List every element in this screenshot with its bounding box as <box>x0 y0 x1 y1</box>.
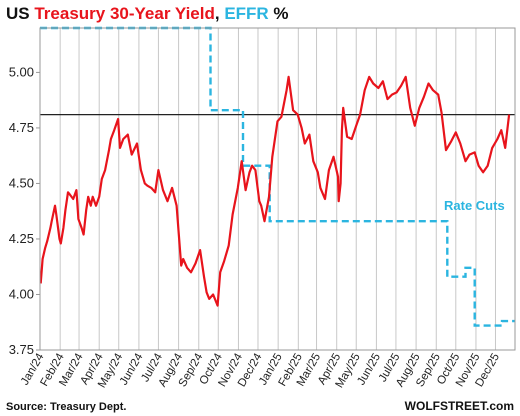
y-tick-label: 4.50 <box>9 175 34 190</box>
y-axis-ticks: 3.75 4.00 4.25 4.50 4.75 5.00 <box>9 64 40 357</box>
treasury-layer <box>39 75 511 307</box>
y-tick-label: 3.75 <box>9 342 34 357</box>
source-label: Source: Treasury Dept. <box>6 401 126 413</box>
title-part1: US <box>6 4 34 23</box>
title-effr: EFFR <box>224 4 268 23</box>
effr-layer <box>40 26 515 327</box>
effr-line <box>40 26 515 327</box>
title-unit: % <box>269 4 289 23</box>
chart-title: US Treasury 30-Year Yield, EFFR % <box>6 4 289 23</box>
x-axis-ticks: Jan/24Feb/24Mar/24Apr/24May/24Jun/24Jul/… <box>19 351 502 390</box>
rate-cuts-annotation: Rate Cuts <box>444 198 505 213</box>
grid-layer <box>39 28 516 350</box>
y-tick-label: 4.75 <box>9 120 34 135</box>
title-treasury: Treasury 30-Year Yield <box>34 4 215 23</box>
y-tick-label: 5.00 <box>9 64 34 79</box>
plot-frame <box>39 27 516 351</box>
brand-label: WOLFSTREET.com <box>405 399 514 413</box>
treasury-yield-line <box>39 75 511 307</box>
title-comma: , <box>215 4 224 23</box>
y-tick-label: 4.00 <box>9 286 34 301</box>
y-tick-label: 4.25 <box>9 231 34 246</box>
